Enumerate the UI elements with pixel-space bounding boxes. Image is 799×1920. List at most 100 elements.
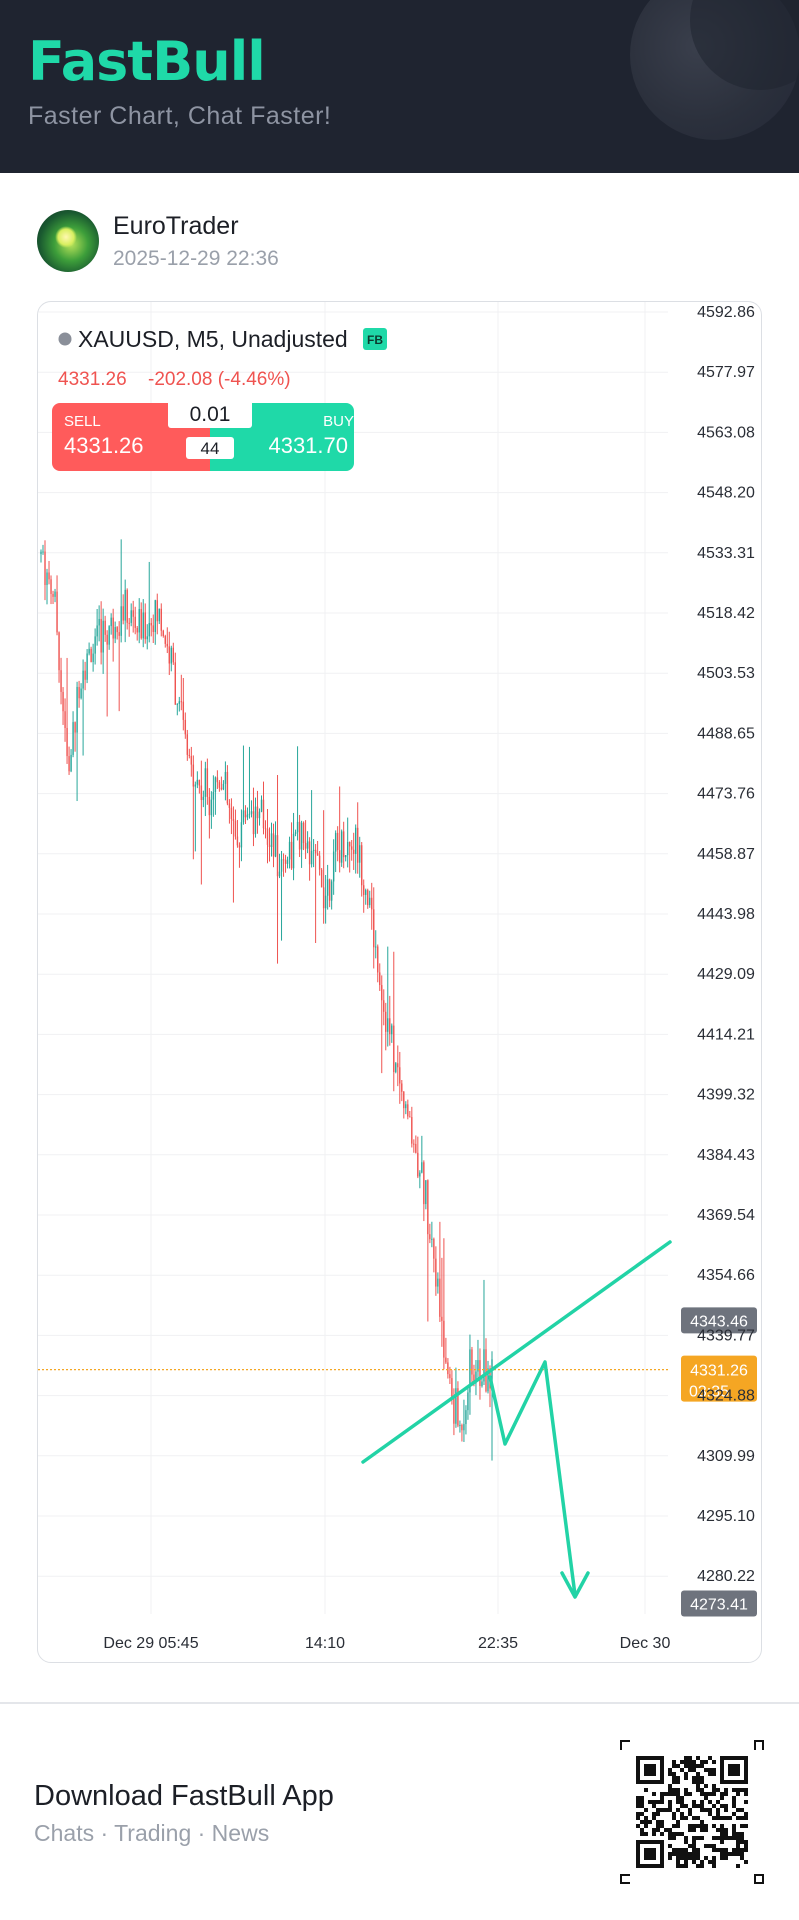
candle-down	[356, 827, 359, 863]
y-tick-label: 4369.54	[697, 1207, 755, 1224]
candle-up	[240, 822, 243, 848]
price-chart[interactable]: 4331.26 03:35 4343.46 4273.41 4592.86 4577.9…	[38, 302, 762, 1663]
y-tick-label: 4309.99	[697, 1448, 755, 1465]
candle-up	[340, 831, 343, 863]
candle-down	[132, 610, 134, 617]
y-tick-label: 4384.43	[697, 1147, 755, 1164]
candle-up	[419, 1172, 421, 1177]
candle-down	[441, 1316, 443, 1321]
candle-up	[76, 686, 78, 733]
candle-down	[122, 606, 124, 621]
download-title[interactable]: Download FastBull App	[34, 1780, 334, 1812]
candle-down	[272, 833, 275, 857]
post-username[interactable]: EuroTrader	[113, 212, 239, 240]
candle-down	[302, 822, 305, 844]
y-tick-label: 4473.76	[697, 786, 755, 803]
candle-up	[288, 841, 291, 860]
candle-up	[196, 779, 199, 785]
candle-down	[417, 1152, 419, 1177]
candle-up	[158, 608, 160, 622]
candle-down	[350, 846, 353, 850]
candle-up	[114, 627, 116, 639]
candle-up	[102, 620, 104, 653]
candle-down	[244, 810, 247, 818]
candle-up	[204, 768, 207, 797]
candle-down	[453, 1397, 455, 1424]
candle-up	[246, 814, 249, 818]
candle-up	[477, 1360, 479, 1372]
candle-up	[120, 606, 122, 636]
candle-up	[487, 1368, 489, 1392]
status-dot-icon	[58, 332, 72, 346]
lot-size-input[interactable]	[168, 400, 252, 428]
candle-up	[194, 784, 197, 787]
candle-up	[222, 783, 225, 790]
candle-down	[168, 646, 170, 664]
candle-down	[234, 820, 237, 837]
candle-up	[459, 1425, 461, 1427]
candle-up	[481, 1381, 483, 1386]
candle-down	[252, 811, 255, 835]
candle-down	[112, 617, 114, 639]
candle-down	[316, 853, 319, 856]
candle-up	[425, 1180, 427, 1205]
candle-down	[126, 589, 128, 623]
ticker-title: XAUUSD, M5, Unadjusted	[78, 326, 348, 352]
candle-down	[78, 686, 80, 699]
y-tick-label: 4503.53	[697, 665, 755, 682]
candle-down	[290, 841, 293, 869]
candle-up	[214, 777, 217, 792]
spread-value: 44	[201, 439, 220, 458]
candle-down	[352, 849, 355, 854]
arrow-head-icon	[560, 1571, 590, 1599]
candle-up	[42, 551, 44, 553]
candle-down	[389, 1018, 391, 1035]
candle-up	[146, 636, 148, 640]
candle-down	[266, 828, 269, 845]
candle-down	[338, 850, 341, 863]
candle-up	[387, 1018, 389, 1032]
candle-up	[332, 851, 335, 882]
candle-up	[344, 855, 347, 858]
trendline-annotation	[361, 1240, 672, 1464]
candle-down	[140, 609, 142, 639]
candle-down	[282, 859, 285, 861]
avatar[interactable]	[37, 210, 99, 272]
candle-down	[162, 630, 164, 636]
candle-up	[202, 796, 205, 801]
zigzag-arrow-annotation	[488, 1360, 577, 1597]
chart-card[interactable]: 4331.26 03:35 4343.46 4273.41 4592.86 4577.9…	[37, 301, 762, 1663]
x-tick-label: 14:10	[305, 1635, 345, 1652]
y-tick-label: 4324.88	[697, 1388, 755, 1405]
candle-down	[264, 828, 267, 830]
candle-up	[334, 832, 337, 852]
candle-down	[150, 622, 152, 626]
candle-down	[336, 832, 339, 851]
candle-down	[152, 625, 154, 633]
y-tick-label: 4429.09	[697, 966, 755, 983]
candle-up	[260, 799, 263, 812]
candle-down	[479, 1360, 481, 1386]
candle-down	[409, 1116, 411, 1118]
footer-divider	[0, 1702, 799, 1704]
candle-down	[268, 844, 271, 847]
candle-up	[224, 771, 227, 784]
candle-up	[354, 827, 357, 854]
candle-down	[471, 1349, 473, 1375]
low-marker-tag	[681, 1590, 757, 1617]
candle-up	[210, 799, 213, 816]
fb-badge-icon	[363, 328, 387, 350]
candle-up	[72, 722, 74, 755]
candle-up	[130, 610, 132, 623]
last-price: 4331.26	[58, 369, 127, 390]
y-tick-label: 4339.77	[697, 1327, 755, 1344]
candle-up	[40, 551, 42, 555]
candle-down	[84, 670, 86, 680]
candle-down	[320, 869, 323, 888]
candle-down	[373, 909, 375, 948]
candle-up	[248, 813, 251, 815]
spread-badge	[186, 437, 234, 459]
qr-code[interactable]	[620, 1740, 764, 1884]
candle-down	[230, 807, 233, 820]
candle-down	[218, 782, 221, 788]
